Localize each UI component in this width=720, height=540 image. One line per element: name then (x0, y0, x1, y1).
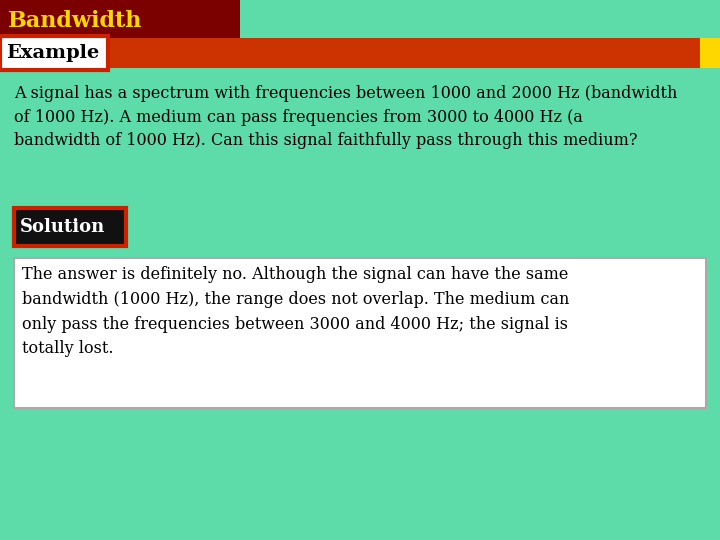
Bar (700, 38, 720, 68)
Text: A signal has a spectrum with frequencies between 1000 and 2000 Hz (bandwidth
of : A signal has a spectrum with frequencies… (14, 85, 678, 149)
Bar (0, 38, 700, 68)
Text: Example: Example (6, 44, 99, 62)
Text: Solution: Solution (20, 218, 105, 236)
Text: Bandwidth: Bandwidth (8, 10, 143, 32)
Text: The answer is definitely no. Although the signal can have the same
bandwidth (10: The answer is definitely no. Although th… (22, 266, 570, 357)
Bar (14, 258, 706, 408)
Bar (0, 36, 108, 70)
Bar (14, 208, 126, 246)
Bar (0, 0, 240, 38)
